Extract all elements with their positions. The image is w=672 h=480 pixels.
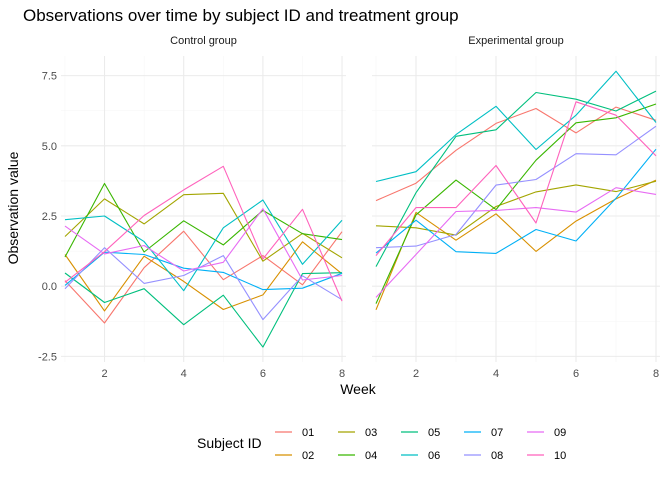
series-line-09 bbox=[375, 187, 657, 298]
legend-item-10: 10 bbox=[527, 450, 566, 462]
series-line-05 bbox=[64, 272, 343, 348]
series-line-06 bbox=[64, 199, 343, 292]
legend-item-04: 04 bbox=[338, 450, 377, 462]
legend-label: 05 bbox=[428, 427, 440, 439]
panel-experimental-group: Experimental group 2 4 6 8 bbox=[372, 35, 660, 380]
series-line-06 bbox=[375, 70, 657, 183]
legend-item-07: 07 bbox=[464, 427, 503, 439]
legend-item-03: 03 bbox=[338, 427, 377, 439]
y-tick-label: 0.0 bbox=[42, 281, 57, 293]
series-line-08 bbox=[64, 247, 343, 321]
series-line-05 bbox=[375, 90, 657, 267]
x-tick-label: 4 bbox=[181, 368, 187, 380]
y-axis-tick-labels: -2.5 0.0 2.5 5.0 7.5 bbox=[38, 71, 57, 364]
series-line-07 bbox=[64, 251, 343, 291]
chart-title: Observations over time by subject ID and… bbox=[23, 6, 459, 25]
series-line-01 bbox=[64, 230, 343, 324]
series-line-03 bbox=[375, 180, 657, 236]
legend-item-05: 05 bbox=[401, 427, 440, 439]
series-line-03 bbox=[64, 192, 343, 262]
series-line-07 bbox=[375, 148, 657, 254]
panel-strip-label: Experimental group bbox=[468, 35, 563, 47]
legend-label: 04 bbox=[365, 450, 377, 462]
series-line-08 bbox=[375, 125, 657, 249]
x-tick-label: 2 bbox=[101, 368, 107, 380]
x-tick-label: 4 bbox=[493, 368, 499, 380]
y-tick-label: 2.5 bbox=[42, 211, 57, 223]
series-line-10 bbox=[64, 165, 343, 302]
x-tick-label: 6 bbox=[573, 368, 579, 380]
legend-item-06: 06 bbox=[401, 450, 440, 462]
legend-label: 03 bbox=[365, 427, 377, 439]
y-tick-label: -2.5 bbox=[38, 351, 57, 363]
x-axis-title: Week bbox=[340, 381, 377, 397]
legend-label: 01 bbox=[302, 427, 314, 439]
series-line-09 bbox=[64, 208, 343, 281]
x-tick-label: 2 bbox=[413, 368, 419, 380]
y-tick-label: 7.5 bbox=[42, 71, 57, 83]
legend-label: 08 bbox=[491, 450, 503, 462]
legend-label: 02 bbox=[302, 450, 314, 462]
legend-item-01: 01 bbox=[275, 427, 314, 439]
legend-label: 07 bbox=[491, 427, 503, 439]
legend-title: Subject ID bbox=[197, 435, 262, 451]
x-tick-label: 6 bbox=[260, 368, 266, 380]
x-tick-label: 8 bbox=[653, 368, 659, 380]
legend-label: 06 bbox=[428, 450, 440, 462]
legend-item-08: 08 bbox=[464, 450, 503, 462]
y-tick-label: 5.0 bbox=[42, 141, 57, 153]
series-line-10 bbox=[375, 101, 657, 256]
series-line-01 bbox=[375, 106, 657, 202]
y-axis-title: Observation value bbox=[5, 151, 21, 264]
series-line-04 bbox=[375, 103, 657, 304]
legend-label: 09 bbox=[554, 427, 566, 439]
panel-control-group: Control group 2 4 6 8 bbox=[61, 35, 346, 380]
legend: Subject ID 01 02 03 04 05 06 07 08 09 10 bbox=[197, 427, 566, 462]
legend-entries: 01 02 03 04 05 06 07 08 09 10 bbox=[275, 427, 566, 462]
legend-label: 10 bbox=[554, 450, 566, 462]
legend-item-09: 09 bbox=[527, 427, 566, 439]
panel-strip-label: Control group bbox=[170, 35, 237, 47]
series-line-02 bbox=[375, 179, 657, 311]
legend-item-02: 02 bbox=[275, 450, 314, 462]
series-line-04 bbox=[64, 182, 343, 258]
series-line-02 bbox=[64, 241, 343, 312]
x-tick-label: 8 bbox=[339, 368, 345, 380]
